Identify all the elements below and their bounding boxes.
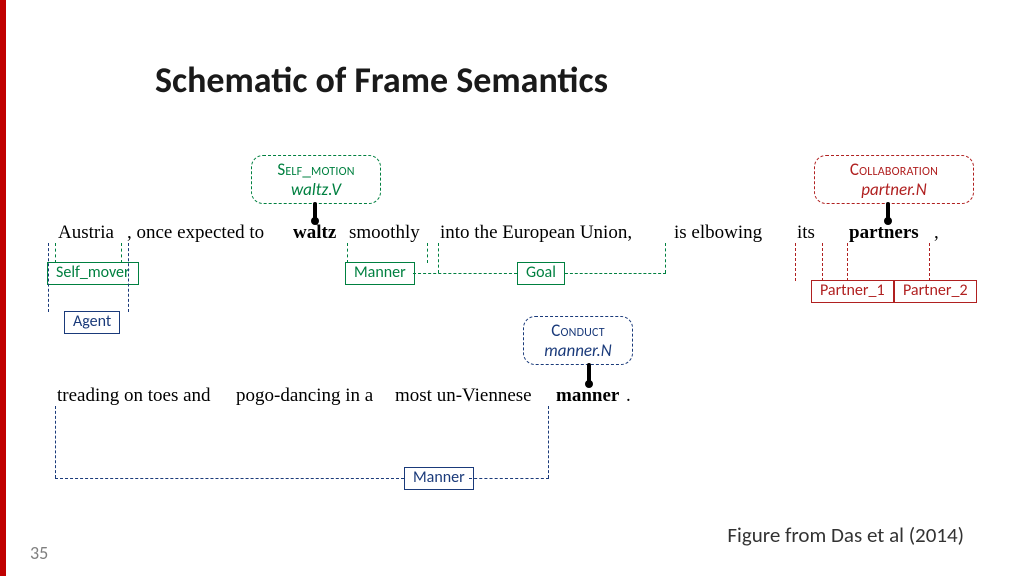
word-unviennese: most un-Viennese (395, 385, 532, 407)
word-partners: partners (849, 222, 919, 244)
bracket-goal-left (438, 243, 439, 273)
bracket-its-right (822, 243, 823, 281)
connector-partners-dot (884, 217, 892, 225)
bracket-smoothly-right (427, 243, 428, 263)
bracket-r2-bottom-left (55, 478, 404, 479)
bracket-r2-left (55, 406, 56, 478)
word-smoothly: smoothly (349, 222, 420, 244)
frame-self-motion: Self_motion waltz.V (251, 155, 381, 204)
bracket-its-left (795, 243, 796, 281)
frame-collaboration-title: Collaboration (825, 160, 963, 180)
figure-credit: Figure from Das et al (2014) (727, 522, 964, 548)
bracket-partners-left (847, 243, 848, 281)
bracket-austria-right (121, 243, 122, 263)
bracket-r2-right (548, 406, 549, 478)
frame-conduct-title: Conduct (534, 321, 622, 341)
frame-collaboration: Collaboration partner.N (814, 155, 974, 204)
word-manner: manner (556, 385, 619, 407)
connector-waltz-dot (311, 217, 319, 225)
role-manner2: Manner (404, 467, 474, 490)
word-pogo: pogo-dancing in a (236, 385, 373, 407)
word-period: . (626, 385, 631, 407)
bracket-smoothly-left (347, 243, 348, 263)
word-waltz: waltz (293, 222, 336, 244)
page-title: Schematic of Frame Semantics (155, 58, 608, 102)
accent-bar (0, 0, 6, 576)
frame-self-motion-title: Self_motion (262, 160, 370, 180)
bracket-goal-right (665, 243, 666, 273)
bracket-manner-goal-link (413, 273, 517, 274)
bracket-agent-right (128, 243, 129, 312)
word-austria: Austria (58, 222, 114, 244)
slide-number: 35 (30, 542, 48, 564)
role-goal: Goal (517, 262, 565, 285)
bracket-austria-left (55, 243, 56, 263)
connector-manner-dot (585, 380, 593, 388)
word-into-eu: into the European Union, (440, 222, 632, 244)
word-is-elbowing: is elbowing (674, 222, 762, 244)
role-agent: Agent (64, 311, 120, 334)
role-self-mover: Self_mover (47, 262, 139, 285)
bracket-goal-link-right (565, 273, 666, 274)
frame-conduct: Conduct manner.N (523, 316, 633, 365)
role-partner1: Partner_1 (811, 280, 894, 303)
role-partner2: Partner_2 (894, 280, 977, 303)
word-its: its (797, 222, 815, 244)
word-treading: treading on toes and (57, 385, 211, 407)
frame-self-motion-sub: waltz.V (262, 180, 370, 200)
word-once-expected-to: , once expected to (127, 222, 264, 244)
frame-conduct-sub: manner.N (534, 341, 622, 361)
bracket-r2-bottom-right (469, 478, 549, 479)
role-manner: Manner (345, 262, 415, 285)
word-comma2: , (934, 222, 939, 244)
bracket-partners-right (929, 243, 930, 281)
frame-collaboration-sub: partner.N (825, 180, 963, 200)
bracket-agent-left (48, 243, 49, 312)
